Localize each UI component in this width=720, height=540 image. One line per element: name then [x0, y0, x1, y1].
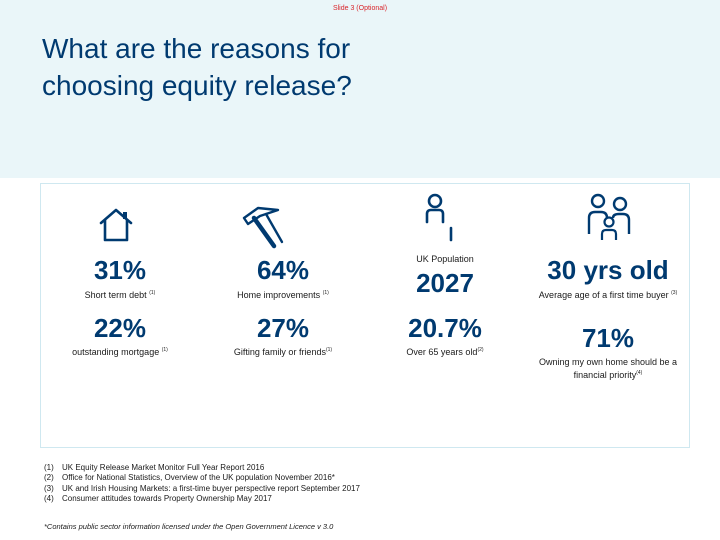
- footnote-row: (3) UK and Irish Housing Markets: a firs…: [44, 483, 360, 493]
- slide-label: Slide 3 (Optional): [332, 5, 388, 12]
- person-icon: [425, 193, 453, 242]
- footnote-row: (4) Consumer attitudes towards Property …: [44, 494, 272, 504]
- over-65-label: Over 65 years old(2): [406, 347, 484, 357]
- header-band: [0, 0, 720, 178]
- outstanding-mortgage-value: 22%: [93, 313, 147, 343]
- uk-population-year: 2027: [416, 268, 474, 298]
- first-time-buyer-label: Average age of a first time buyer (3): [538, 290, 678, 300]
- family-icon: [587, 193, 631, 240]
- footnote-row: (2) Office for National Statistics, Over…: [44, 473, 335, 483]
- stats-panel: [40, 183, 690, 448]
- own-home-priority-label: Owning my own home should be a financial…: [538, 357, 678, 380]
- hammer-icon: [242, 206, 284, 249]
- short-term-debt-label: Short term debt (1): [84, 290, 156, 300]
- first-time-buyer-value: 30 yrs old: [547, 255, 669, 285]
- gifting-label: Gifting family or friends(1): [233, 347, 333, 357]
- footnotes: (1) UK Equity Release Market Monitor Ful…: [44, 463, 360, 505]
- footnote-row: (1) UK Equity Release Market Monitor Ful…: [44, 463, 265, 472]
- licence-note: *Contains public sector information lice…: [44, 522, 334, 531]
- over-65-value: 20.7%: [408, 313, 482, 343]
- gifting-value: 27%: [256, 313, 310, 343]
- house-icon: [99, 208, 133, 242]
- outstanding-mortgage-label: outstanding mortgage (1): [72, 347, 168, 357]
- page-title: What are the reasons for choosing equity…: [42, 33, 352, 101]
- short-term-debt-value: 31%: [93, 255, 147, 285]
- own-home-priority-value: 71%: [581, 323, 635, 353]
- home-improvements-value: 64%: [256, 255, 310, 285]
- uk-population-caption: UK Population: [416, 254, 474, 264]
- home-improvements-label: Home improvements (1): [237, 290, 329, 300]
